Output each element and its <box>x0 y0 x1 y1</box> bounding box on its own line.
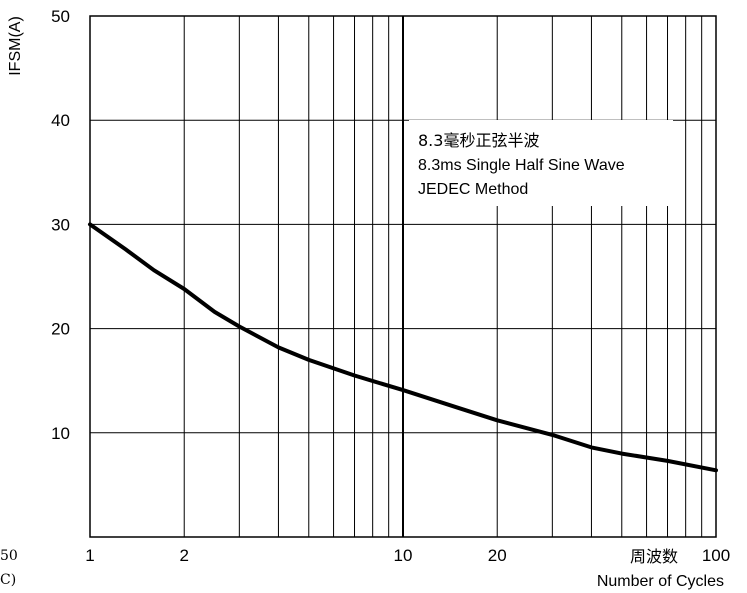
annotation-box <box>409 120 673 206</box>
cropped-edge-text: 50 <box>0 548 18 564</box>
x-tick-label: 1 <box>85 546 94 565</box>
y-tick-label: 50 <box>51 7 70 26</box>
surge-current-curve <box>88 222 718 473</box>
x-tick-label: 100 <box>702 546 730 565</box>
minor-gridlines <box>183 16 703 537</box>
y-tick-label: 30 <box>51 215 70 234</box>
x-tick-label: 10 <box>394 546 413 565</box>
x-tick-label: 20 <box>488 546 507 565</box>
cropped-edge-text: C) <box>0 572 16 588</box>
y-tick-label: 40 <box>51 111 70 130</box>
x-axis-title: Number of Cycles <box>597 573 724 590</box>
plot-frame <box>89 15 717 538</box>
y-tick-labels: 10 20 30 40 50 <box>51 7 70 443</box>
y-tick-label: 20 <box>51 320 70 339</box>
x-axis-title-cn: 周波数 <box>630 547 678 566</box>
annotation-cn: 8.3毫秒正弦半波 <box>418 131 539 150</box>
y-tick-label: 10 <box>51 424 70 443</box>
x-tick-label: 2 <box>179 546 188 565</box>
annotation-waveform: 8.3ms Single Half Sine Wave <box>418 157 625 174</box>
annotation-method: JEDEC Method <box>418 181 528 198</box>
y-axis-title: IFSM(A) <box>7 16 24 76</box>
major-gridlines <box>90 16 716 537</box>
x-tick-labels: 1 2 10 20 100 <box>85 546 730 565</box>
